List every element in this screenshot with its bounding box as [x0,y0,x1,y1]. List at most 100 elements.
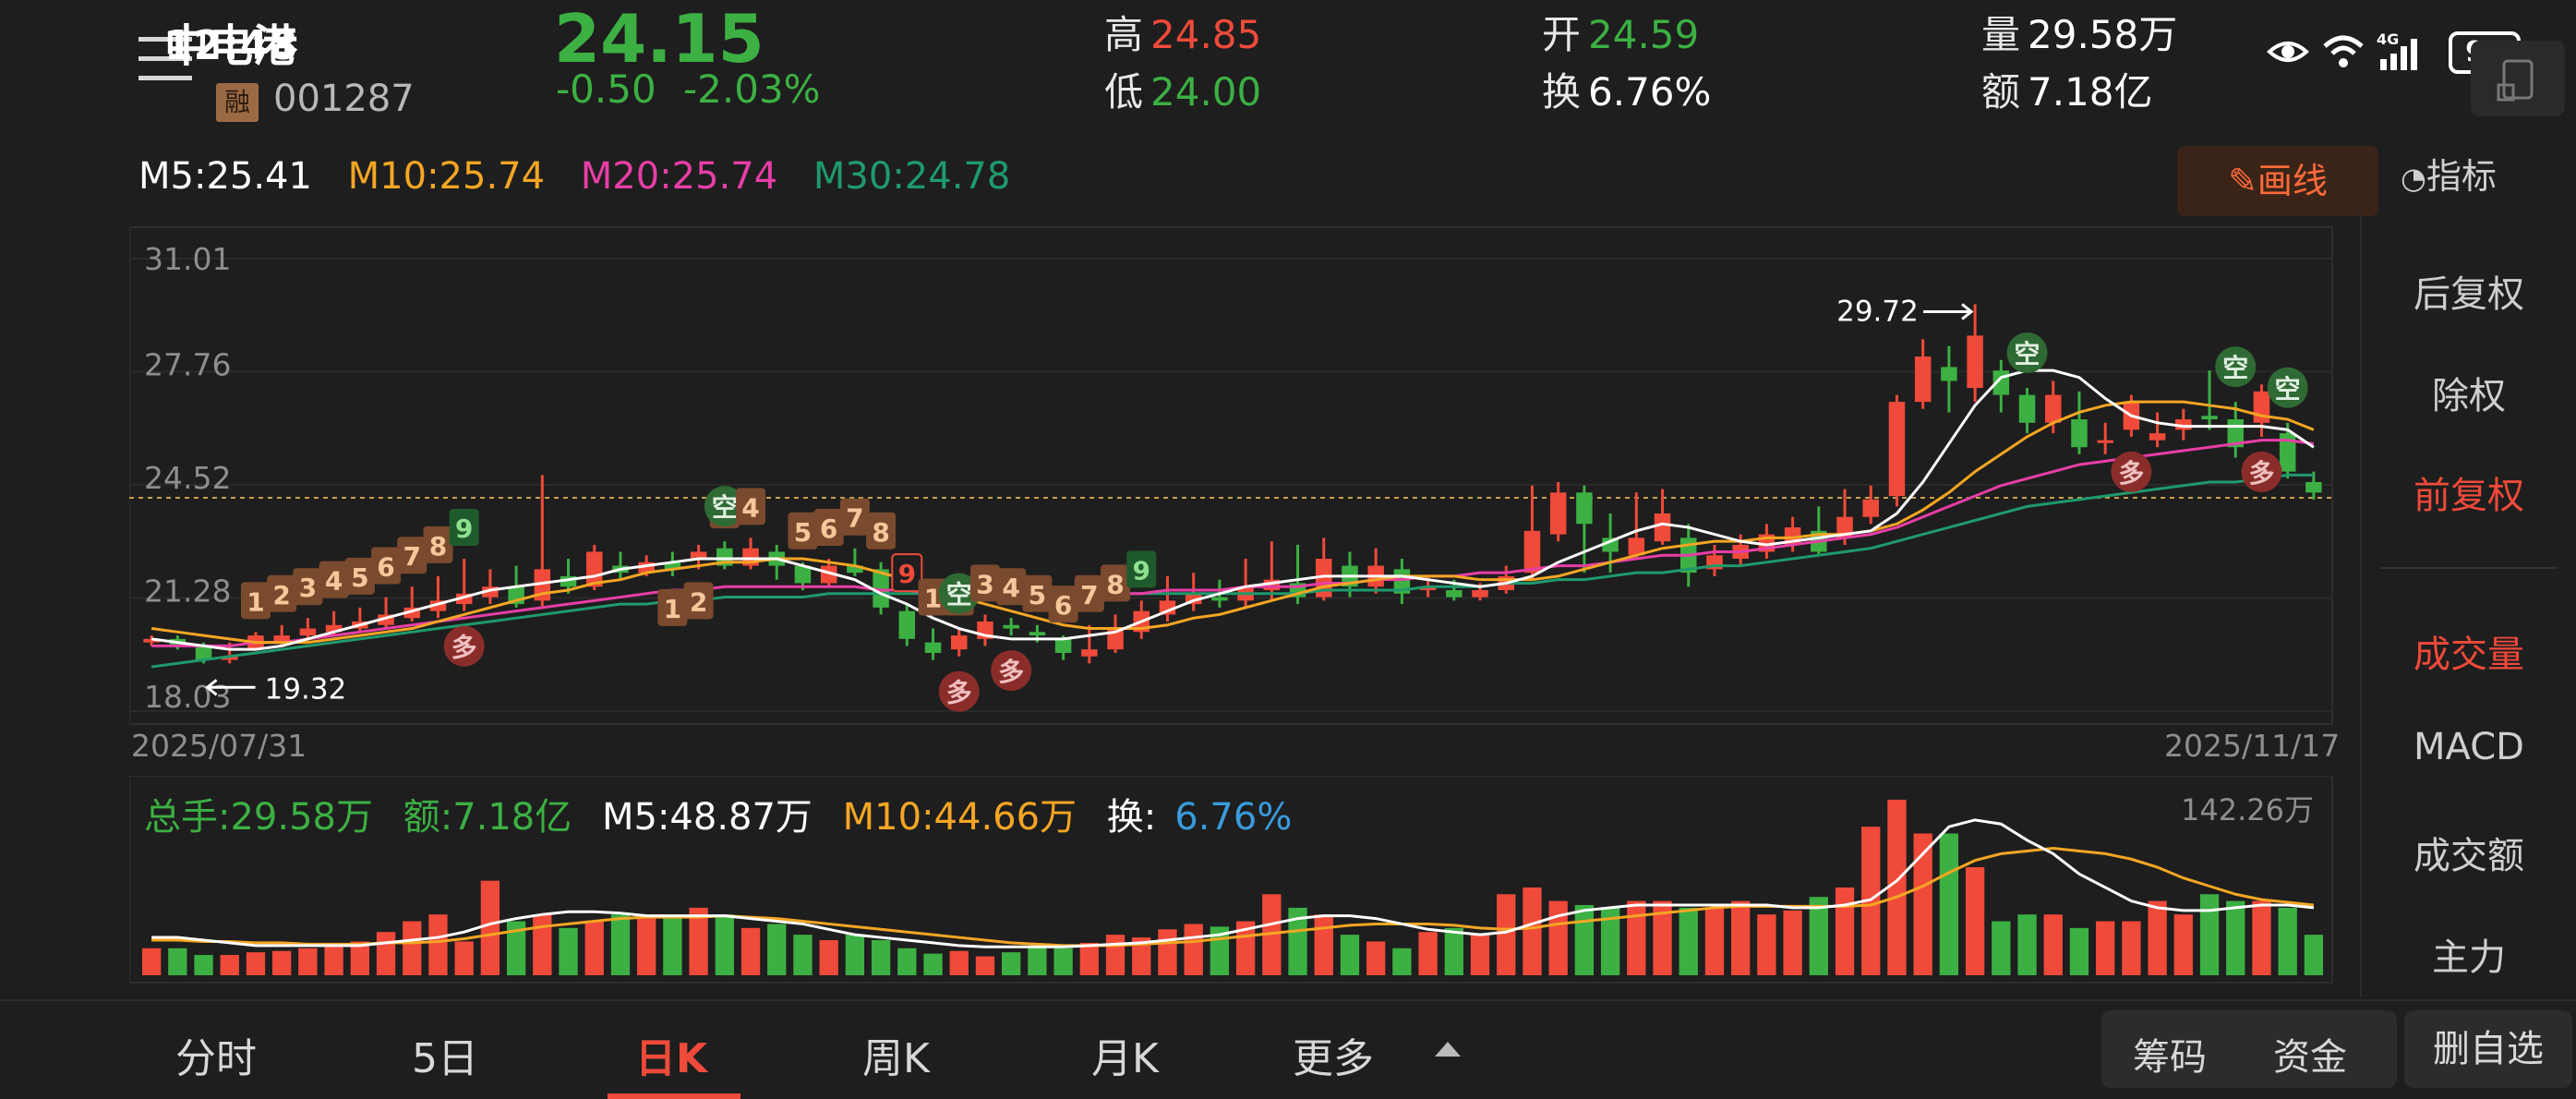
tab-more[interactable]: 更多 [1293,1035,1374,1082]
candle [1367,548,1384,594]
signal-marker: 1 [240,582,271,620]
active-tab-indicator [608,1093,740,1099]
funds-button[interactable]: 资金 [2273,1036,2347,1079]
tab-intraday[interactable]: 分时 [175,1035,257,1082]
candle [1654,489,1671,545]
signal-marker: 空 [704,486,745,527]
signal-marker-text: 9 [1133,555,1150,586]
indicator-button[interactable]: ◔指标 [2401,148,2497,199]
volume-bar [1809,897,1828,975]
tab-weekly-k[interactable]: 周K [862,1035,930,1082]
volume-chart[interactable] [129,776,2336,986]
candle [2018,388,2036,434]
volume-bar [1574,904,1595,975]
volume-ma5-label: M5:48.87万 [601,796,813,839]
caret-up-icon[interactable] [1435,1042,1461,1057]
candle [1758,524,1776,560]
signal-marker-badge [736,488,766,525]
tab-monthly-k[interactable]: 月K [1091,1035,1159,1082]
signal-marker-badge [2215,346,2257,388]
remove-watchlist-button[interactable]: 删自选 [2404,1010,2572,1088]
signal-marker-badge [423,525,453,563]
volume-bar [2043,914,2063,975]
draw-line-button[interactable]: ✎画线 [2177,146,2378,216]
signal-marker: 5 [344,557,375,595]
signal-marker-text: 4 [325,566,343,597]
side-item-back-adjust[interactable]: 后复权 [2413,273,2524,316]
y-tick-label: 21.28 [144,574,231,610]
candle-body [482,586,499,598]
side-item-volume[interactable]: 成交量 [2413,634,2524,676]
volume-legend: 总手:29.58万 额:7.18亿 M5:48.87万 M10:44.66万 换… [144,787,1329,840]
fullscreen-button[interactable] [2471,41,2565,116]
menu-icon[interactable] [138,37,192,85]
volume-bar [454,941,474,975]
tab-daily-k[interactable]: 日K [635,1035,708,1082]
y-tick-label: 18.03 [144,679,231,715]
candle-body [1081,649,1098,657]
signal-marker: 8 [1101,564,1131,602]
candle-body [1185,593,1202,605]
tab-5day[interactable]: 5日 [412,1035,478,1082]
volume-bar [2252,900,2271,975]
side-item-amount[interactable]: 成交额 [2413,835,2524,877]
volume-bar [246,952,266,975]
volume-bar [740,927,761,975]
side-item-main-force[interactable]: 主力 [2432,936,2506,979]
volume-bar [1366,941,1386,975]
candle [664,551,681,576]
volume-bar [1314,914,1333,975]
candle-body [1914,356,1932,403]
candle [534,475,551,608]
candle-body [951,635,968,650]
side-item-forward-adjust[interactable]: 前复权 [2413,475,2524,517]
candle [2175,408,2192,441]
end-date-label: 2025/11/17 [2164,728,2341,764]
margin-badge: 融 [216,83,259,122]
turnover-rate-label: 换: 6.76% [1107,796,1311,839]
candle-body [1446,590,1463,598]
volume-bar [403,921,422,975]
current-price: 24.15 [554,0,764,78]
quote-volume-label: 量 [1981,12,2021,57]
total-volume-label: 总手:29.58万 [144,796,373,839]
signal-marker-text: 2 [272,580,290,610]
candle-body [638,562,655,574]
signal-marker-text: 8 [872,517,889,548]
signal-marker: 空 [938,573,980,614]
volume-bar [428,914,448,975]
side-item-ex-rights[interactable]: 除权 [2432,375,2506,417]
volume-bar [584,921,604,975]
volume-bar [1079,942,1099,975]
signal-marker-text: 6 [1054,590,1072,621]
signal-marker: 多 [2241,451,2282,492]
signal-marker-text: 空 [946,580,972,610]
signal-marker: 多 [938,670,980,712]
turnover-rate-value: 6.76% [1174,796,1293,839]
quote-high-label: 高 [1104,12,1144,57]
candle [2149,412,2166,448]
quote-amount-label: 额 [1981,69,2021,115]
signal-marker-text: 7 [846,503,863,534]
volume-bar [663,915,682,975]
candle [898,604,916,646]
chips-button[interactable]: 筹码 [2133,1036,2207,1079]
signal-marker-badge [813,509,844,547]
volume-bar [1679,907,1698,975]
signal-marker-text: 空 [2275,374,2301,405]
ma5-label: M5:25.41 [138,155,312,198]
candle [716,541,733,570]
signal-marker-text: 1 [924,584,942,614]
candle [1967,304,1983,403]
signal-marker-badge [397,537,427,574]
quote-low-value: 24.00 [1150,69,1262,115]
signal-marker-text: 5 [1029,580,1046,610]
signal-marker: 空 [2267,367,2308,408]
signal-marker: 空 [2006,332,2048,374]
signal-marker-text: 3 [299,573,317,603]
volume-bar [975,956,995,975]
candle [1237,559,1254,608]
side-item-macd[interactable]: MACD [2413,726,2524,768]
signal-marker-text: 6 [377,552,394,583]
